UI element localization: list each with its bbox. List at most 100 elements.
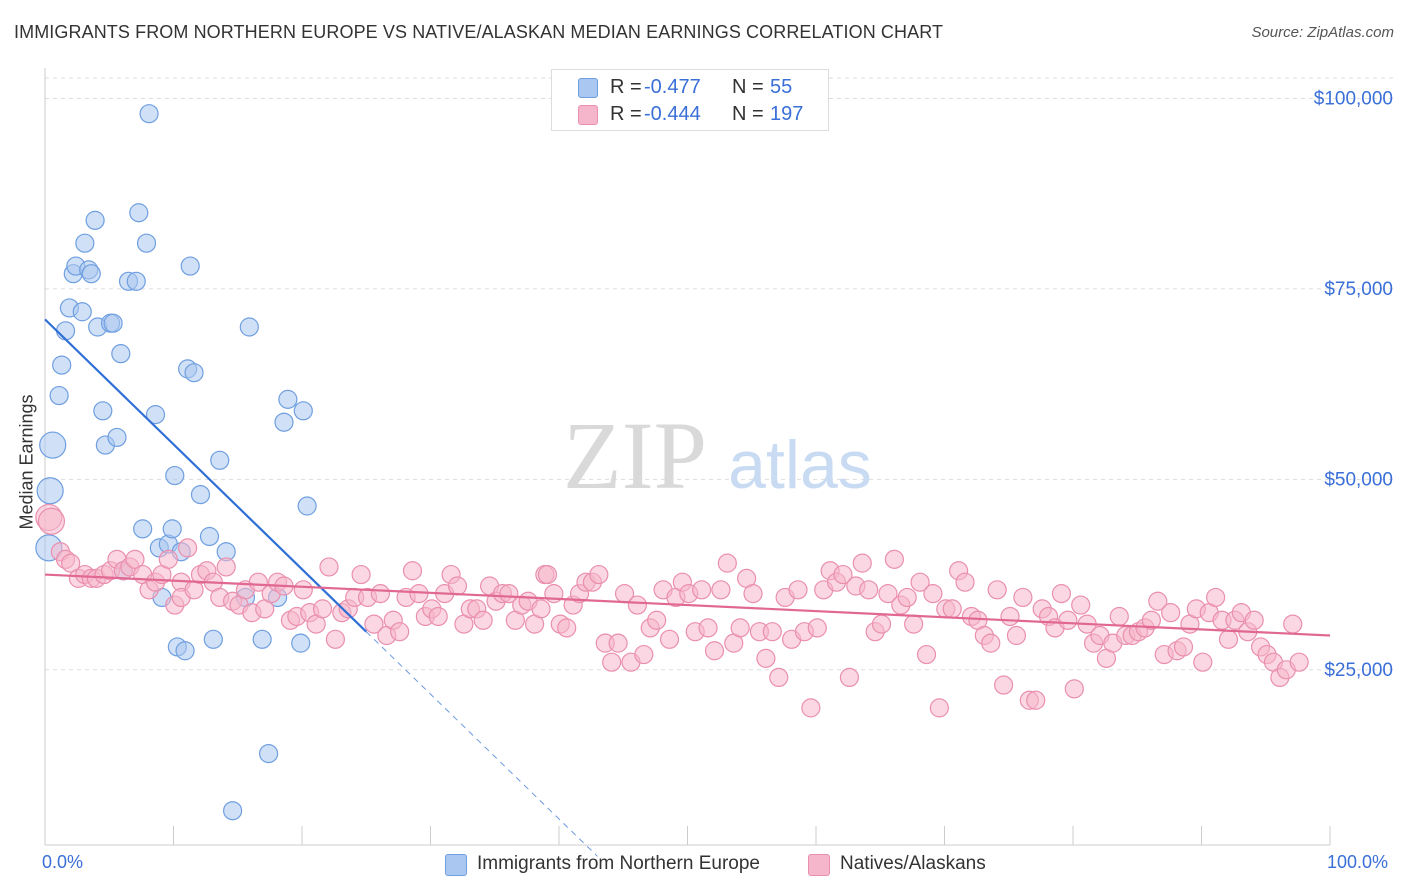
point-natives xyxy=(1026,690,1046,710)
point-natives xyxy=(473,610,493,630)
point-natives xyxy=(589,564,609,585)
point-natives xyxy=(859,580,879,600)
point-natives xyxy=(1071,595,1091,615)
point-natives xyxy=(897,587,917,608)
point-immigrants xyxy=(103,313,123,333)
point-natives xyxy=(1058,610,1078,630)
point-immigrants xyxy=(55,321,76,341)
trendline-immigrants xyxy=(44,318,368,633)
point-natives xyxy=(929,698,949,718)
legend-swatch-natives xyxy=(808,854,830,876)
point-natives xyxy=(801,698,821,718)
chart-title: IMMIGRANTS FROM NORTHERN EUROPE VS NATIV… xyxy=(14,22,944,42)
point-natives xyxy=(402,561,423,581)
legend-n-value: 197 xyxy=(770,103,804,125)
point-immigrants xyxy=(165,465,185,486)
point-natives xyxy=(904,614,924,634)
point-natives xyxy=(158,549,178,569)
point-natives xyxy=(923,584,943,604)
point-natives xyxy=(1064,679,1084,699)
point-immigrants xyxy=(36,477,64,505)
legend-row-blue: R = -0.477 N = 55 xyxy=(552,74,828,100)
watermark-zip: ZIP xyxy=(563,402,707,509)
point-natives xyxy=(1006,625,1027,646)
point-natives xyxy=(37,507,66,535)
trend-lines xyxy=(44,318,1331,857)
point-immigrants xyxy=(180,256,200,276)
axes xyxy=(44,68,1331,846)
y-tick-labels: $25,000 $50,000 $75,000 $100,000 xyxy=(1314,88,1393,680)
point-immigrants xyxy=(39,431,67,459)
legend-swatch-pink xyxy=(578,105,598,125)
point-natives xyxy=(878,584,898,604)
point-natives xyxy=(762,622,782,642)
point-natives xyxy=(994,675,1014,695)
point-natives xyxy=(178,538,198,558)
legend-n-label: N = xyxy=(732,103,764,125)
point-natives xyxy=(647,610,667,630)
point-immigrants xyxy=(175,641,195,661)
point-immigrants xyxy=(107,427,127,448)
legend-r-value: -0.444 xyxy=(644,103,701,125)
legend-label-immigrants: Immigrants from Northern Europe xyxy=(477,853,760,874)
point-immigrants xyxy=(297,496,317,516)
legend-label-natives: Natives/Alaskans xyxy=(840,853,986,874)
point-natives xyxy=(788,580,808,600)
point-natives xyxy=(833,564,853,585)
point-immigrants xyxy=(293,401,313,421)
point-natives xyxy=(602,652,622,672)
point-natives xyxy=(447,576,468,596)
point-natives xyxy=(364,614,384,634)
point-natives xyxy=(1000,606,1020,627)
point-natives xyxy=(910,572,930,592)
point-natives xyxy=(537,564,558,585)
point-natives xyxy=(627,595,647,615)
point-immigrants xyxy=(81,264,101,284)
point-natives xyxy=(1013,587,1033,608)
point-natives xyxy=(1218,629,1239,649)
data-points xyxy=(35,104,1309,821)
point-immigrants xyxy=(239,317,259,337)
point-natives xyxy=(319,557,339,577)
point-immigrants xyxy=(136,233,157,253)
point-immigrants xyxy=(129,203,149,223)
y-tick-label: $75,000 xyxy=(1324,279,1393,300)
point-natives xyxy=(884,549,904,569)
source-label: Source: ZipAtlas.com xyxy=(1251,24,1394,41)
watermark-atlas: atlas xyxy=(728,427,872,503)
point-immigrants xyxy=(49,385,69,406)
point-natives xyxy=(370,584,390,604)
x-tick-min: 0.0% xyxy=(42,852,84,872)
point-natives xyxy=(942,599,962,619)
point-immigrants xyxy=(210,450,230,470)
point-natives xyxy=(756,648,776,668)
point-immigrants xyxy=(72,302,92,322)
point-natives xyxy=(1173,637,1194,657)
point-natives xyxy=(312,599,333,619)
point-natives xyxy=(1148,591,1168,611)
point-natives xyxy=(987,580,1007,600)
point-immigrants xyxy=(199,526,220,547)
legend-r-value: -0.477 xyxy=(644,76,701,98)
point-natives xyxy=(216,557,236,577)
point-natives xyxy=(531,599,551,619)
legend-r-label: R = xyxy=(610,103,642,125)
point-natives xyxy=(743,584,763,604)
point-natives xyxy=(698,618,718,638)
legend-swatch-blue xyxy=(578,78,598,98)
point-natives xyxy=(839,667,860,688)
point-natives xyxy=(704,641,725,661)
point-immigrants xyxy=(291,633,311,653)
stats-legend: R = -0.477 N = 55 R = -0.444 N = 197 xyxy=(551,69,829,131)
point-natives xyxy=(871,614,892,634)
point-natives xyxy=(634,644,654,665)
point-natives xyxy=(61,553,81,573)
point-natives xyxy=(1206,587,1226,608)
trendline-immigrants-extension xyxy=(365,631,598,857)
point-immigrants xyxy=(75,233,95,253)
y-axis-label: Median Earnings xyxy=(16,394,37,530)
point-natives xyxy=(1244,610,1264,630)
point-natives xyxy=(499,584,519,604)
point-immigrants xyxy=(203,629,223,649)
